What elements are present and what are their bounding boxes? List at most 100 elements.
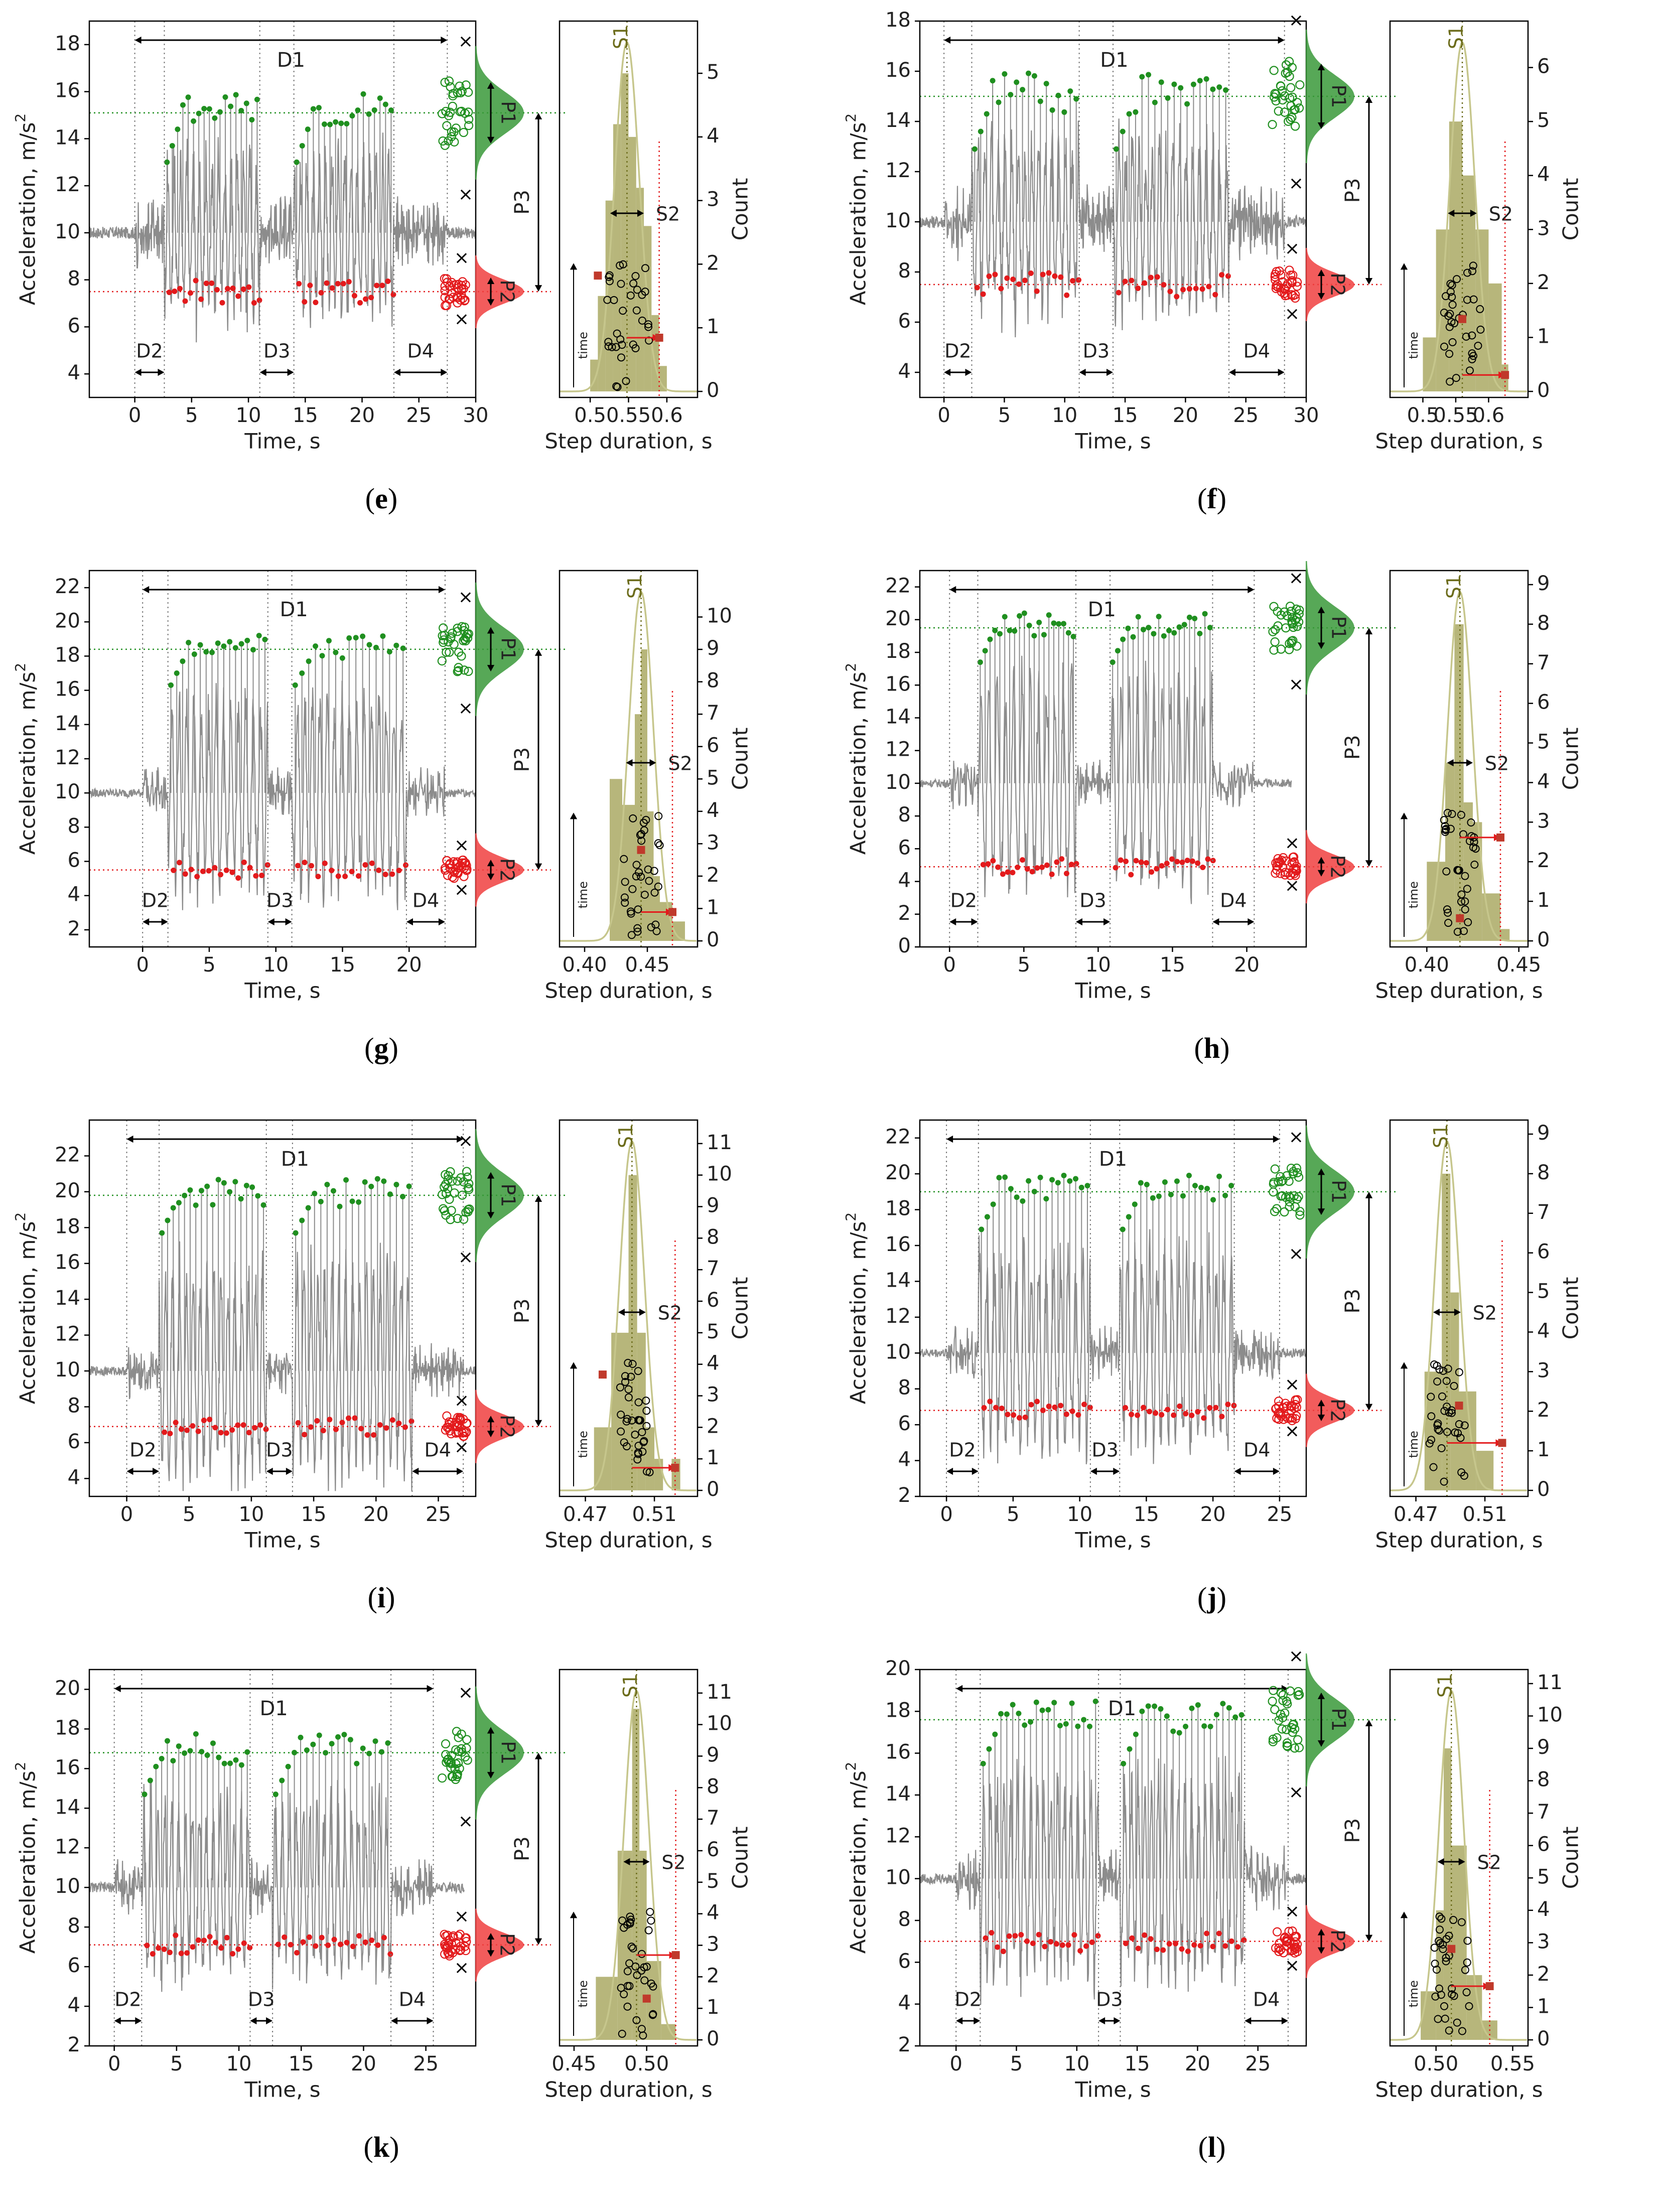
arrowhead bbox=[1317, 64, 1325, 70]
step-axes bbox=[559, 1119, 699, 1497]
y-tick-label: 16 bbox=[55, 1756, 80, 1779]
high-peak-marker bbox=[987, 636, 993, 642]
high-peak-marker bbox=[299, 143, 305, 149]
acceleration-signal bbox=[89, 132, 476, 343]
step-time-scatter: time bbox=[1400, 1360, 1469, 1486]
high-peak-sample bbox=[1280, 607, 1289, 617]
count-tick-label: 9 bbox=[707, 637, 719, 660]
low-peak-marker bbox=[374, 283, 380, 289]
arrowhead bbox=[534, 1420, 542, 1427]
d4-label: D4 bbox=[1253, 1989, 1280, 2011]
high-peak-marker bbox=[996, 99, 1002, 105]
low-peak-marker bbox=[331, 1937, 337, 1943]
high-peak-sample bbox=[457, 1747, 467, 1757]
step-sample bbox=[1468, 331, 1476, 340]
high-peak-marker bbox=[243, 100, 249, 106]
x-tick-label: 0 bbox=[949, 2052, 962, 2076]
p1-arrow bbox=[1317, 1692, 1325, 1747]
arrowhead bbox=[534, 863, 542, 870]
high-peak-sample bbox=[1285, 1202, 1294, 1211]
low-peak-marker bbox=[356, 873, 362, 879]
y-tick-label: 18 bbox=[55, 1215, 80, 1238]
low-peak-marker bbox=[275, 1942, 281, 1948]
low-peak-marker bbox=[166, 290, 172, 296]
high-peak-sample bbox=[1293, 98, 1302, 107]
y-tick-label: 12 bbox=[55, 173, 80, 196]
low-peak-sample bbox=[453, 863, 463, 873]
arrowhead bbox=[1317, 1415, 1325, 1421]
high-peak-marker bbox=[1046, 612, 1052, 618]
x-tick-label: 5 bbox=[998, 404, 1011, 427]
step-sample bbox=[1432, 1965, 1441, 1974]
low-peak-marker bbox=[357, 300, 363, 306]
high-peak-sample bbox=[1283, 1742, 1292, 1751]
p1-label: P1 bbox=[1328, 1180, 1350, 1203]
step-sample bbox=[1460, 927, 1468, 935]
peak-distribution-scatter: ×××× bbox=[437, 1682, 473, 1978]
step-sample bbox=[1435, 1365, 1444, 1374]
arrowhead bbox=[570, 1362, 578, 1369]
step-sample bbox=[619, 307, 627, 315]
s2-arrow bbox=[623, 1858, 650, 1866]
step-sample bbox=[1452, 374, 1460, 382]
low-peak-sample bbox=[458, 294, 468, 303]
high-peak-sample bbox=[1274, 1177, 1283, 1186]
arrowhead bbox=[637, 209, 644, 217]
low-peak-marker bbox=[389, 1417, 395, 1423]
high-peak-sample bbox=[1276, 644, 1286, 654]
high-peak-marker bbox=[249, 117, 255, 123]
low-peak-marker bbox=[1164, 861, 1170, 867]
arrowhead bbox=[457, 1467, 464, 1475]
step-sample bbox=[1463, 885, 1471, 893]
step-sample bbox=[1465, 366, 1474, 375]
high-peak-sample bbox=[447, 1772, 457, 1781]
high-peak-marker bbox=[335, 1734, 341, 1740]
count-tick-label: 2 bbox=[1537, 271, 1550, 294]
step-sample bbox=[1445, 2026, 1453, 2035]
step-sample bbox=[640, 1437, 648, 1445]
high-peak-marker bbox=[1183, 1724, 1189, 1730]
time-arrow-label: time bbox=[1407, 1431, 1421, 1458]
high-peak-marker bbox=[1139, 74, 1145, 80]
low-peak-marker bbox=[344, 1940, 350, 1946]
arrowhead bbox=[266, 1467, 273, 1475]
low-peak-marker bbox=[177, 286, 183, 292]
low-peak-marker bbox=[1040, 271, 1046, 278]
p1-arrow bbox=[1317, 606, 1325, 649]
low-peak-marker bbox=[259, 873, 265, 879]
low-peak-marker bbox=[995, 1944, 1001, 1950]
kde-curve bbox=[560, 1140, 697, 1491]
high-peak-marker bbox=[1075, 1723, 1081, 1729]
x-tick-label: 25 bbox=[413, 2052, 439, 2076]
high-peak-marker bbox=[243, 1183, 249, 1189]
low-peak-marker bbox=[235, 1946, 241, 1952]
low-peak-marker bbox=[212, 865, 218, 871]
arrowhead bbox=[266, 2017, 273, 2025]
step-sample bbox=[629, 1944, 637, 1953]
p2-arrow bbox=[487, 277, 495, 306]
low-peak-marker bbox=[302, 1432, 308, 1438]
high-peak-marker bbox=[293, 1230, 299, 1236]
high-peak-marker bbox=[305, 126, 311, 132]
low-peak-marker bbox=[188, 290, 194, 296]
count-tick-label: 7 bbox=[707, 1807, 719, 1830]
time-axis-label: Time, s bbox=[1074, 2078, 1151, 2102]
high-peak-marker bbox=[294, 159, 300, 165]
y-tick-label: 8 bbox=[68, 814, 80, 838]
arrowhead bbox=[1248, 586, 1255, 594]
outlier-marker: × bbox=[458, 31, 473, 52]
y-tick-label: 16 bbox=[55, 678, 80, 701]
high-peak-marker bbox=[1017, 613, 1023, 619]
p2-arrow bbox=[1317, 1928, 1325, 1954]
high-peak-marker bbox=[304, 1747, 310, 1753]
step-sample bbox=[1431, 1960, 1439, 1968]
arrowhead bbox=[610, 209, 617, 217]
histogram-bar bbox=[628, 1175, 637, 1490]
high-peak-marker bbox=[1232, 1714, 1238, 1720]
low-peak-marker bbox=[229, 1427, 235, 1433]
count-tick-label: 9 bbox=[1537, 1122, 1550, 1145]
high-peak-sample bbox=[1292, 613, 1302, 623]
low-peak-marker bbox=[235, 293, 241, 299]
p2-arrow bbox=[1317, 1400, 1325, 1421]
